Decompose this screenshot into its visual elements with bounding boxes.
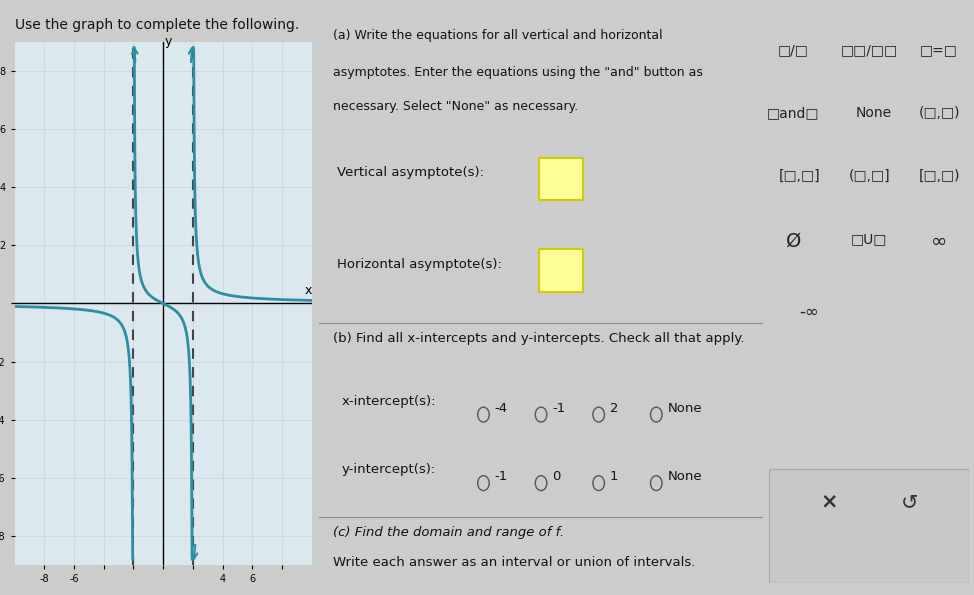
Text: None: None <box>667 471 702 483</box>
Text: -4: -4 <box>495 402 507 415</box>
Text: □=□: □=□ <box>920 43 958 57</box>
Text: Ø: Ø <box>786 232 801 251</box>
FancyBboxPatch shape <box>769 469 969 583</box>
Text: [□,□]: [□,□] <box>778 169 820 183</box>
Text: x: x <box>305 284 313 297</box>
Text: necessary. Select "None" as necessary.: necessary. Select "None" as necessary. <box>333 101 578 114</box>
FancyBboxPatch shape <box>539 158 583 201</box>
Text: (a) Write the equations for all vertical and horizontal: (a) Write the equations for all vertical… <box>333 29 662 42</box>
Text: None: None <box>855 106 891 120</box>
Text: (b) Find all x-intercepts and y-intercepts. Check all that apply.: (b) Find all x-intercepts and y-intercep… <box>333 332 744 345</box>
Text: 0: 0 <box>552 471 560 483</box>
Text: Write each answer as an interval or union of intervals.: Write each answer as an interval or unio… <box>333 556 695 569</box>
Text: -1: -1 <box>552 402 565 415</box>
Text: asymptotes. Enter the equations using the "and" button as: asymptotes. Enter the equations using th… <box>333 66 702 79</box>
Text: 2: 2 <box>610 402 618 415</box>
Text: □/□: □/□ <box>778 43 808 57</box>
Text: -∞: -∞ <box>800 303 819 321</box>
Text: (□,□): (□,□) <box>918 106 960 120</box>
Text: -1: -1 <box>495 471 507 483</box>
Text: □and□: □and□ <box>768 106 820 120</box>
Text: ×: × <box>821 491 838 512</box>
Text: y-intercept(s):: y-intercept(s): <box>342 463 436 476</box>
Text: None: None <box>667 402 702 415</box>
Text: 1: 1 <box>610 471 618 483</box>
Text: ∞: ∞ <box>931 232 948 251</box>
Text: ↺: ↺ <box>901 491 918 512</box>
FancyBboxPatch shape <box>539 249 583 292</box>
Text: (□,□]: (□,□] <box>848 169 890 183</box>
Text: □□/□□: □□/□□ <box>841 43 898 57</box>
Text: Horizontal asymptote(s):: Horizontal asymptote(s): <box>337 258 502 271</box>
Text: Use the graph to complete the following.: Use the graph to complete the following. <box>15 18 299 32</box>
Text: [□,□): [□,□) <box>918 169 960 183</box>
Text: y: y <box>165 35 172 48</box>
Text: x-intercept(s):: x-intercept(s): <box>342 394 436 408</box>
Text: Vertical asymptote(s):: Vertical asymptote(s): <box>337 166 484 179</box>
Text: (c) Find the domain and range of f.: (c) Find the domain and range of f. <box>333 526 564 539</box>
Text: □U□: □U□ <box>851 232 887 246</box>
